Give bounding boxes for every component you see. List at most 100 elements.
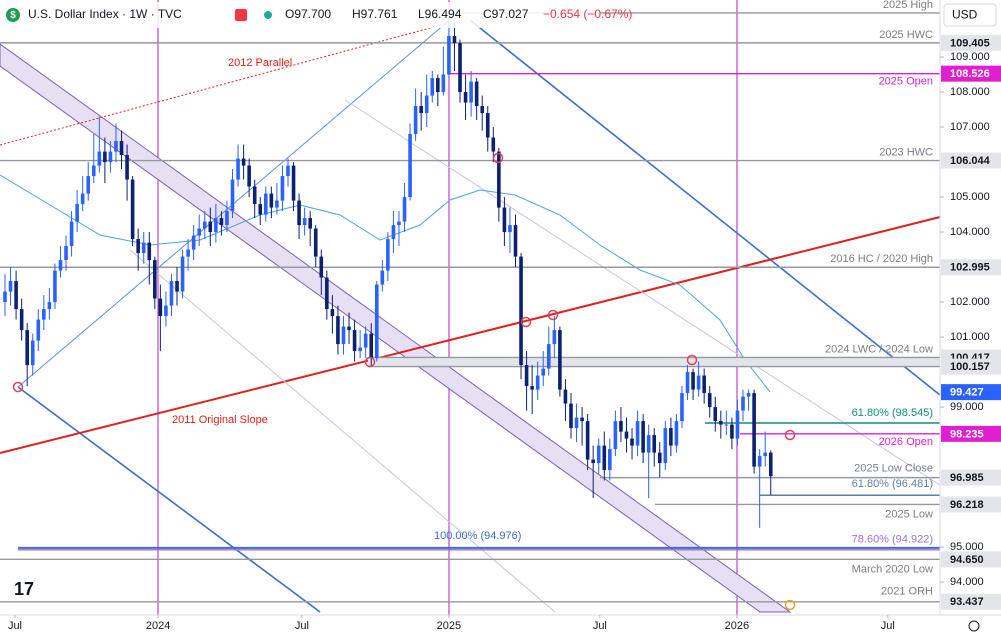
candle-body [313, 228, 318, 257]
candle-body [214, 218, 218, 233]
candle-body [153, 260, 157, 299]
price-label-bg [941, 593, 1001, 610]
candle-body [408, 134, 412, 198]
ohlc: L96.494 [418, 7, 462, 21]
candle-body [19, 309, 24, 331]
candle-body [175, 281, 179, 292]
candle-body [613, 421, 618, 450]
pivot-marker [784, 429, 796, 441]
candle-body [258, 204, 263, 215]
candle-body [275, 200, 279, 208]
price-label: 102.995 [950, 262, 990, 274]
candle-body [325, 277, 329, 310]
candle-body [191, 235, 196, 250]
x-tick-label: Jul [593, 620, 607, 632]
y-tick-label: 99.000 [950, 401, 984, 413]
candle-body [497, 151, 501, 208]
candle-body [380, 270, 385, 285]
candle-body [657, 452, 662, 464]
trend-line [344, 99, 941, 486]
y-tick-label: 102.000 [950, 296, 990, 308]
ohlc: O97.700 [285, 7, 331, 21]
price-label-bg [941, 34, 1001, 51]
candle-body [8, 281, 13, 292]
candle-body [585, 421, 590, 460]
candle-body [669, 428, 673, 446]
pivot-marker [12, 381, 24, 393]
trend-line [129, 249, 556, 613]
pivot-marker [547, 309, 559, 321]
trend-line [469, 19, 941, 396]
price-label-bg [941, 551, 1001, 568]
price-label: 96.218 [950, 499, 984, 511]
price-label: 94.650 [950, 554, 984, 566]
candle-body [330, 309, 335, 317]
level-label: 2025 Open [879, 76, 933, 88]
y-tick-label: 109.000 [950, 51, 990, 63]
candle-body [469, 81, 473, 103]
candle-body [413, 106, 418, 135]
price-axis [940, 0, 1001, 635]
candle-body [397, 221, 401, 226]
x-tick-label: Jul [295, 620, 309, 632]
currency-button[interactable] [943, 3, 997, 27]
candle-body [136, 239, 140, 254]
candle-body [286, 165, 290, 177]
candle-body [624, 431, 629, 439]
flag-icon[interactable] [235, 9, 247, 21]
candle-body [474, 81, 479, 107]
price-label: 99.427 [950, 387, 984, 399]
y-tick-label: 108.000 [950, 86, 990, 98]
candle-body [608, 449, 612, 471]
price-label-bg [941, 496, 1001, 513]
candle-body [64, 246, 68, 261]
y-tick-label: 95.000 [950, 541, 984, 553]
candle-body [391, 225, 396, 240]
candle-body [635, 421, 640, 446]
candle-body [580, 417, 584, 422]
pivot-marker [686, 354, 698, 366]
symbol-title: U.S. Dollar Index · 1W · TVC [28, 7, 182, 21]
level-label: 2025 Low [885, 508, 933, 520]
level-label: 61.80% (98.545) [852, 407, 933, 419]
candle-body [480, 106, 485, 114]
change: −0.654 (−0.67%) [543, 7, 632, 21]
candle-body [291, 165, 296, 201]
candle-body [591, 459, 595, 464]
candle-body [746, 393, 751, 397]
price-label-bg [941, 259, 1001, 276]
candle-body [441, 74, 446, 93]
candle-body [558, 330, 562, 390]
candle-body [485, 113, 490, 138]
x-tick-label: 2026 [725, 620, 749, 632]
price-label: 109.405 [950, 37, 990, 49]
annotation: 2012 Parallel [228, 57, 292, 69]
candle-body [280, 176, 285, 201]
candle-body [308, 218, 312, 229]
candle-body [297, 200, 301, 226]
level-label: 2016 HC / 2020 High [830, 253, 933, 265]
candle-body [702, 375, 706, 394]
candle-body [80, 193, 85, 205]
candle-body [386, 239, 390, 271]
currency[interactable]: USD [952, 8, 978, 22]
candle-body [202, 221, 207, 229]
candle-body [114, 141, 118, 152]
candle-body [158, 298, 163, 317]
candle-body [269, 193, 274, 208]
settings-icon[interactable] [968, 620, 980, 632]
level-label: 100.00% (94.976) [434, 530, 521, 542]
candle-body [541, 368, 546, 376]
candle-body [363, 333, 368, 348]
level-label: 2025 Low Close [854, 463, 933, 475]
trend-line [17, 386, 321, 613]
candle-body [646, 435, 651, 453]
candle-body [208, 221, 213, 233]
level-label: 61.80% (96.481) [852, 478, 933, 490]
candle-body [352, 330, 357, 352]
level-label: 78.60% (94.922) [852, 534, 933, 546]
price-label: 98.235 [950, 428, 984, 440]
candle-body [119, 141, 124, 156]
candle-body [97, 151, 102, 166]
